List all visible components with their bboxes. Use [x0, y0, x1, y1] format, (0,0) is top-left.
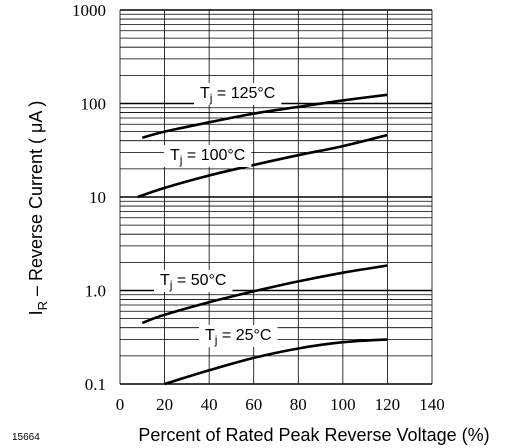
y-tick-label: 1.0 [85, 282, 106, 301]
x-tick-label: 140 [419, 395, 445, 414]
curve-tj-100 [137, 133, 388, 199]
curve-label: Tj = 25°C [205, 327, 271, 347]
y-axis-title: IR – Reverse Current ( μA ) [26, 101, 50, 316]
curve-tj-125 [141, 93, 388, 140]
x-tick-label: 20 [156, 395, 173, 414]
curve-label: Tj = 50°C [160, 272, 226, 292]
curve-labels: Tj = 125°C Tj = 100°C Tj = 50°C Tj = 25°C [154, 83, 282, 347]
y-axis-title-rest: – Reverse Current ( μA ) [26, 101, 46, 301]
x-tick-label: 100 [330, 395, 356, 414]
tick-labels: 0 20 40 60 80 100 120 140 0.1 1.0 10 100 1000 [72, 1, 445, 414]
y-tick-label: 0.1 [85, 375, 106, 394]
curve-tj-50 [141, 264, 388, 325]
curve-label: Tj = 125°C [200, 85, 275, 105]
curve-label-bg [194, 83, 282, 105]
x-tick-label: 0 [116, 395, 125, 414]
curve-label-bg [199, 325, 278, 347]
figure-number: 15664 [12, 432, 40, 443]
x-axis-title: Percent of Rated Peak Reverse Voltage (%… [138, 425, 489, 445]
y-axis-title-sub: R [35, 301, 50, 310]
x-tick-label: 60 [245, 395, 262, 414]
curve-label: Tj = 100°C [170, 147, 245, 167]
curve-label-bg [164, 145, 252, 167]
curve-tj-25 [164, 338, 388, 386]
y-tick-label: 1000 [72, 1, 106, 20]
curve-label-bg [154, 270, 233, 292]
y-tick-label: 100 [81, 95, 107, 114]
x-tick-label: 120 [375, 395, 401, 414]
x-tick-label: 80 [290, 395, 307, 414]
y-tick-label: 10 [89, 188, 106, 207]
curves [137, 93, 388, 386]
x-tick-label: 40 [201, 395, 218, 414]
y-axis-title-main: I [26, 310, 46, 315]
